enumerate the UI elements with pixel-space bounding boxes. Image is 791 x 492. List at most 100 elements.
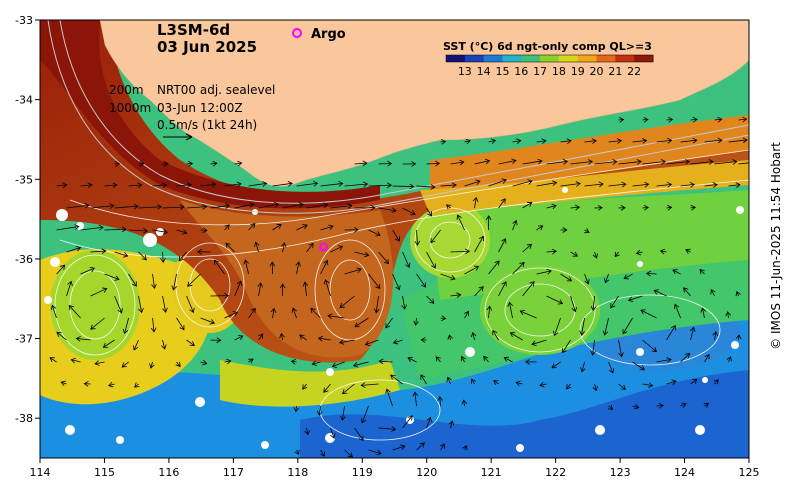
current-arrow: [152, 229, 169, 235]
current-arrow: [317, 335, 331, 342]
current-arrow: [666, 379, 677, 385]
current-arrow: [150, 317, 157, 333]
current-arrow: [354, 251, 370, 258]
current-arrow: [580, 361, 586, 373]
current-arrow: [522, 158, 543, 165]
current-arrow: [680, 182, 695, 188]
current-arrow: [339, 339, 355, 345]
current-arrow: [725, 311, 731, 319]
current-arrow: [414, 229, 421, 246]
current-arrow: [392, 183, 415, 190]
current-arrow: [176, 317, 185, 331]
current-arrow: [474, 235, 484, 253]
current-arrow: [121, 361, 129, 368]
colorbar-ticks: 13 14 15 16 17 18 19 20 21 22: [458, 65, 641, 78]
current-arrow: [464, 179, 481, 187]
current-arrow: [483, 355, 489, 363]
current-arrow: [320, 224, 334, 231]
current-arrow: [176, 229, 188, 235]
current-arrow: [80, 224, 104, 231]
current-arrow: [330, 203, 353, 209]
y-axis: -33 -34 -35 -36 -37 -38: [15, 14, 40, 425]
current-arrow: [352, 361, 369, 368]
current-arrow: [128, 227, 149, 234]
current-arrow: [714, 159, 738, 165]
current-arrow: [90, 317, 105, 330]
current-arrow: [56, 224, 80, 231]
current-arrow: [590, 339, 596, 356]
current-arrow: [546, 159, 569, 165]
current-arrow: [138, 204, 163, 210]
current-arrow: [503, 356, 513, 363]
current-arrow: [594, 159, 618, 165]
current-arrow: [560, 273, 573, 282]
colorbar: [445, 54, 654, 63]
current-arrow: [486, 305, 493, 319]
current-arrow: [700, 307, 706, 319]
current-arrow: [294, 449, 300, 456]
y-tick-label: -38: [15, 412, 33, 425]
current-arrow: [493, 380, 499, 386]
colorbar-segment: [446, 55, 466, 62]
colorbar-segment: [577, 55, 598, 62]
current-arrow: [618, 205, 626, 211]
current-arrow: [474, 286, 484, 297]
current-arrow: [293, 405, 300, 413]
current-arrow: [392, 339, 403, 345]
current-arrow: [642, 382, 654, 388]
current-vectors: [49, 116, 749, 458]
argo-float-marker: [319, 242, 329, 252]
copyright-credit: © IMOS 11-Jun-2025 11:54 Hobart: [769, 142, 783, 350]
current-arrow: [570, 159, 593, 165]
current-arrow: [270, 307, 277, 319]
current-arrow: [440, 443, 445, 451]
current-arrow: [401, 295, 407, 310]
current-arrow: [368, 273, 381, 290]
current-arrow: [248, 223, 256, 231]
current-arrow: [546, 248, 557, 255]
current-arrow: [435, 356, 441, 363]
current-arrow: [413, 317, 419, 326]
colorbar-tick-label: 18: [552, 65, 566, 78]
current-arrow: [642, 339, 658, 353]
current-arrow: [56, 264, 66, 275]
current-arrow: [618, 383, 626, 390]
scale-label: 0.5m/s (1kt 24h): [157, 118, 257, 132]
current-arrow: [699, 269, 705, 275]
current-arrow: [175, 361, 181, 368]
current-arrow: [234, 335, 244, 341]
current-arrow: [49, 357, 57, 363]
current-arrow: [536, 225, 544, 231]
current-arrow: [610, 295, 619, 309]
x-tick-label: 124: [674, 466, 695, 479]
colorbar-tick-label: 13: [458, 65, 472, 78]
current-arrow: [339, 295, 355, 309]
current-arrow: [546, 203, 557, 210]
current-arrow: [248, 181, 268, 187]
current-arrow: [456, 214, 465, 231]
colorbar-segment: [521, 55, 541, 62]
current-arrow: [570, 295, 577, 313]
colorbar-title: SST (°C) 6d ngt-only comp QL>=3: [443, 40, 652, 53]
current-arrow: [498, 158, 517, 165]
current-arrow: [162, 161, 169, 167]
time-label: 03-Jun 12:00Z: [157, 101, 243, 115]
current-arrow: [416, 273, 427, 288]
current-arrow: [295, 261, 301, 275]
current-arrow: [90, 287, 108, 297]
current-arrow: [623, 273, 633, 280]
current-arrow: [248, 358, 254, 364]
current-arrow: [162, 204, 185, 211]
current-arrow: [354, 204, 376, 211]
current-arrow: [685, 248, 691, 254]
x-tick-label: 125: [739, 466, 760, 479]
current-arrow: [464, 265, 480, 275]
current-arrow: [627, 295, 643, 302]
current-arrow: [407, 356, 417, 363]
current-arrow: [234, 280, 243, 297]
current-arrow: [302, 281, 309, 297]
current-arrow: [728, 137, 748, 144]
current-arrow: [515, 380, 523, 387]
current-arrow: [728, 182, 741, 188]
current-arrow: [470, 331, 477, 341]
